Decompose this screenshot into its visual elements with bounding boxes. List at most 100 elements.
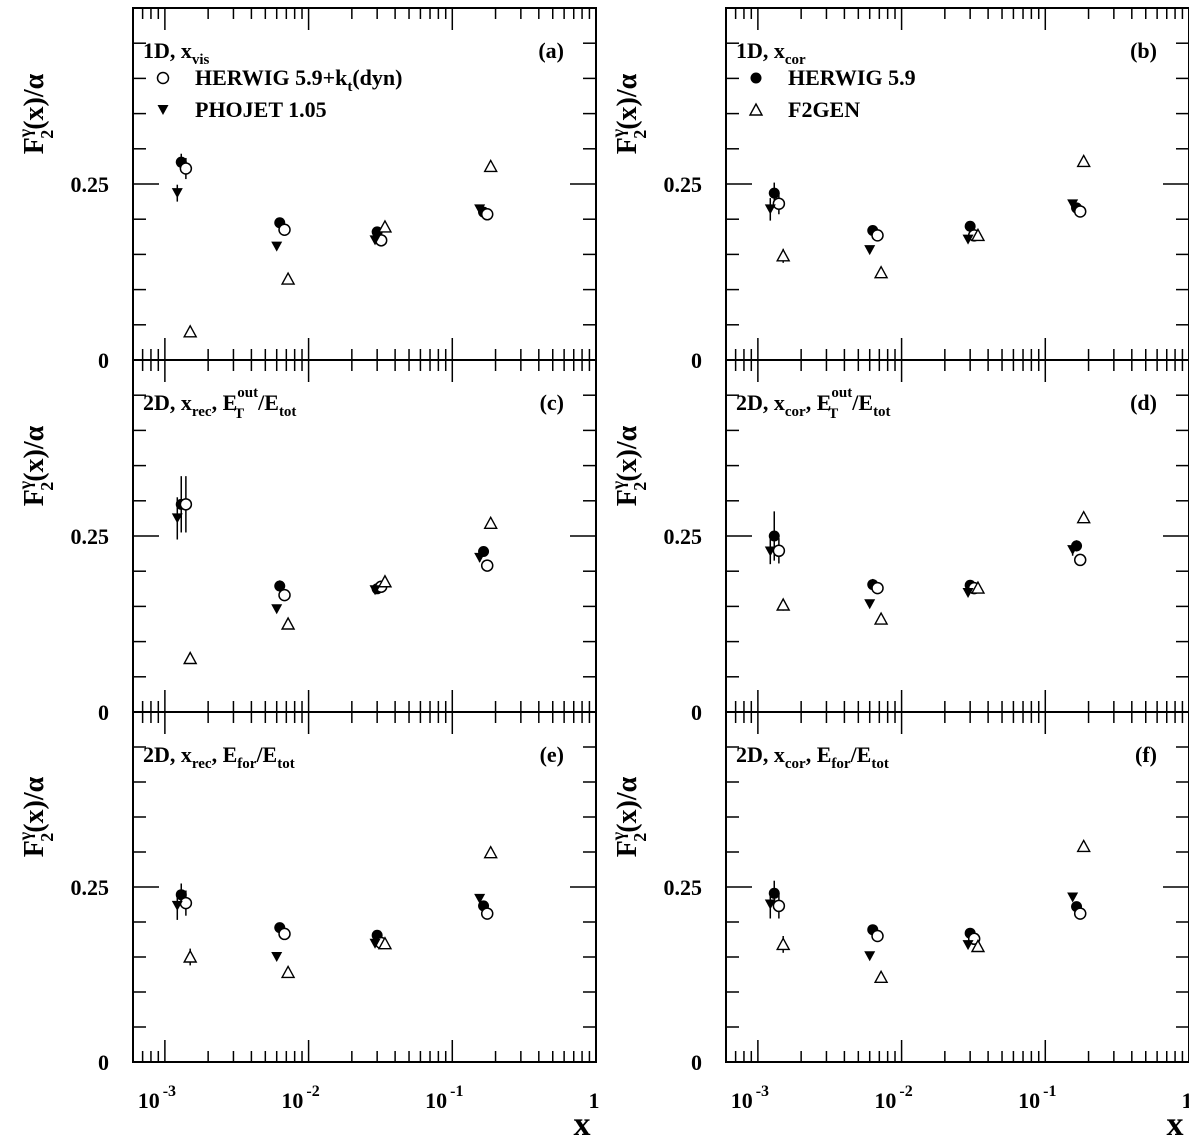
panel-label: 2D, xcor, Efor/Etot xyxy=(736,742,889,772)
x-tick-exponent: -1 xyxy=(450,1083,463,1100)
y-title-sub: 2 xyxy=(37,833,57,842)
marker-open-circle xyxy=(480,907,494,920)
x-tick-base: 10 xyxy=(874,1088,896,1113)
marker-open-triangle-up xyxy=(280,616,296,630)
x-tick-label: 10 -2 xyxy=(281,1083,319,1113)
y-title-main: F xyxy=(19,137,50,154)
panel-label-end-sub: tot xyxy=(279,404,297,420)
marker-open-triangle-up xyxy=(377,219,393,233)
marker-open-triangle-up xyxy=(970,939,986,953)
marker-open-triangle-up xyxy=(1076,154,1091,168)
y-title-sub: 2 xyxy=(630,482,650,491)
marker-open-circle xyxy=(772,899,786,913)
x-tick-exponent: -2 xyxy=(899,1083,912,1100)
marker-open-triangle-up xyxy=(483,845,498,859)
y-tick-label: 0.25 xyxy=(664,172,703,197)
marker-filled-triangle-down xyxy=(864,599,876,610)
series-circle-filled xyxy=(768,182,1083,236)
marker-filled-triangle-down xyxy=(271,952,283,962)
legend-entry: F2GEN xyxy=(788,97,860,122)
x-tick-label: 10 -1 xyxy=(1018,1083,1056,1113)
y-title-sub: 2 xyxy=(37,482,57,491)
panel-label-sub: cor xyxy=(785,404,806,420)
y-title-sub: 2 xyxy=(630,130,650,139)
marker-filled-circle xyxy=(964,220,976,232)
marker-filled-circle xyxy=(768,187,780,199)
marker-open-circle xyxy=(871,229,884,242)
marker-open-circle xyxy=(480,208,494,221)
marker-open-triangle-up xyxy=(483,158,498,173)
legend-sub: t xyxy=(347,79,352,95)
series-circle-open xyxy=(179,476,494,602)
panel-label: 1D, xvis xyxy=(143,38,210,68)
panel-label-main: 2D, x xyxy=(736,742,785,767)
marker-open-triangle-up xyxy=(183,651,198,665)
marker-open-triangle-up xyxy=(873,611,889,625)
marker-open-triangle-up xyxy=(280,271,296,285)
series-triangle-up-open xyxy=(776,510,1091,625)
panel-label-main: 1D, x xyxy=(736,38,785,63)
panel-label: 2D, xrec, Eout T/Etot xyxy=(143,385,296,422)
marker-open-triangle-up xyxy=(183,324,198,338)
x-axis-title: x xyxy=(574,1106,591,1141)
x-tick-exponent: -3 xyxy=(163,1083,176,1100)
y-axis-title: Fγ 2(x)/α xyxy=(608,73,650,154)
series-circle-filled xyxy=(175,476,490,595)
marker-filled-triangle-down xyxy=(474,893,486,904)
series-circle-open xyxy=(772,193,1087,242)
x-tick-label: 10 -1 xyxy=(425,1083,463,1113)
panel-label-main: 2D, x xyxy=(143,742,192,767)
y-title-sup: γ xyxy=(15,480,35,490)
marker-filled-triangle-down xyxy=(764,204,776,215)
x-tick-base: 10 xyxy=(1018,1088,1040,1113)
marker-filled-circle xyxy=(750,72,762,84)
marker-open-triangle-up xyxy=(873,969,889,983)
panel-label-mid: , E xyxy=(806,742,832,767)
y-axis-title: Fγ 2(x)/α xyxy=(15,73,57,154)
y-title-sub: 2 xyxy=(37,130,57,139)
legend-text: PHOJET 1.05 xyxy=(195,97,327,122)
x-tick-label: 10 -2 xyxy=(874,1083,912,1113)
series-circle-open xyxy=(772,538,1087,595)
series-triangle-up-open xyxy=(183,158,498,338)
panel-label-mid: , E xyxy=(212,390,238,415)
panel-label-mid-sub: T xyxy=(828,406,838,422)
marker-filled-triangle-down xyxy=(764,899,776,910)
y-title-rest: (x)/α xyxy=(19,425,50,481)
marker-filled-triangle-down xyxy=(369,235,381,246)
y-title-sup: γ xyxy=(15,831,35,841)
marker-open-circle xyxy=(156,71,170,85)
series-circle-open xyxy=(179,890,494,950)
panel-label: 2D, xrec, Efor/Etot xyxy=(143,742,295,772)
y-axis-title: Fγ 2(x)/α xyxy=(608,425,650,506)
marker-filled-triangle-down xyxy=(962,588,974,599)
panel-tag: (a) xyxy=(538,38,564,63)
legend-text: HERWIG 5.9+k xyxy=(195,65,348,90)
marker-open-triangle-up xyxy=(1076,510,1091,524)
marker-filled-triangle-down xyxy=(171,513,183,524)
panel-tag: (c) xyxy=(540,390,564,415)
x-tick-base: 1 xyxy=(1182,1088,1189,1113)
marker-open-circle xyxy=(1073,553,1087,567)
marker-filled-circle xyxy=(274,580,286,592)
panel-d: 0 0.25 2D, xcor, Eout T/Etot (d) xyxy=(664,359,1189,725)
y-tick-label: 0.25 xyxy=(71,172,110,197)
x-tick-label: 1 xyxy=(1182,1088,1189,1113)
marker-filled-triangle-down xyxy=(1067,545,1079,556)
marker-filled-triangle-down xyxy=(864,951,876,962)
y-tick-label: 0.25 xyxy=(664,524,703,549)
marker-open-circle xyxy=(1073,907,1087,920)
marker-filled-triangle-down xyxy=(369,585,381,596)
marker-open-triangle-up xyxy=(776,248,791,262)
marker-filled-triangle-down xyxy=(962,234,974,245)
x-tick-base: 1 xyxy=(589,1088,600,1113)
panel-label-main: 2D, x xyxy=(143,390,192,415)
series-triangle-down-filled xyxy=(764,198,1079,256)
panel-label-mid-sup: out xyxy=(831,385,852,401)
marker-filled-triangle-down xyxy=(474,204,486,215)
y-tick-label: 0 xyxy=(98,1050,109,1075)
series-triangle-down-filled xyxy=(764,538,1079,610)
marker-open-triangle-up xyxy=(776,597,791,611)
marker-open-circle xyxy=(1073,205,1087,218)
panel-label: 1D, xcor xyxy=(736,38,806,68)
